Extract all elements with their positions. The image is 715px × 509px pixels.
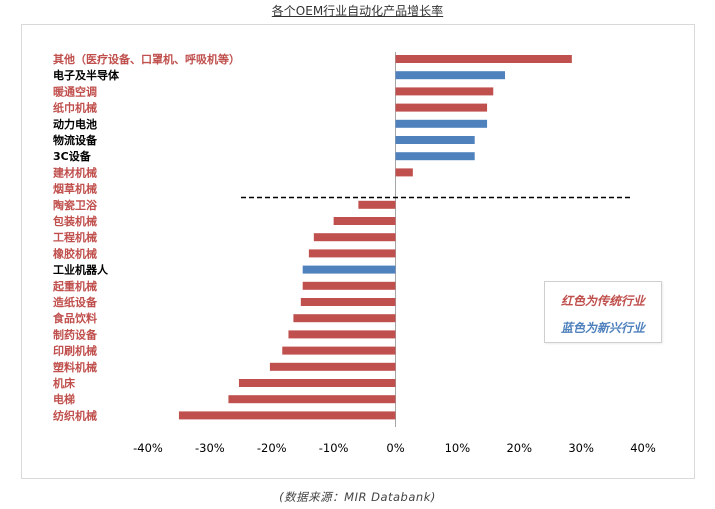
category-label-5: 动力电池 bbox=[53, 117, 97, 131]
category-label-2: 电子及半导体 bbox=[53, 68, 120, 82]
bar-17 bbox=[293, 314, 396, 323]
data-source-note: (数据来源：MIR Databank) bbox=[279, 490, 436, 504]
bar-4 bbox=[395, 103, 488, 112]
category-label-7: 3C设备 bbox=[53, 149, 92, 163]
x-tick-label-3: -20% bbox=[257, 441, 287, 455]
category-label-11: 包装机械 bbox=[52, 214, 97, 228]
bar-18 bbox=[288, 330, 396, 339]
x-tick-label-7: 20% bbox=[506, 441, 532, 455]
bar-10 bbox=[358, 200, 396, 209]
category-label-21: 机床 bbox=[53, 376, 76, 390]
category-label-17: 食品饮料 bbox=[53, 311, 97, 325]
bar-3 bbox=[395, 87, 494, 96]
x-tick-label-6: 10% bbox=[445, 441, 471, 455]
bar-11 bbox=[333, 217, 396, 225]
bar-14 bbox=[302, 265, 396, 274]
legend-box: 红色为传统行业 蓝色为新兴行业 bbox=[544, 281, 662, 343]
bar-21 bbox=[238, 379, 396, 387]
bar-8 bbox=[395, 168, 413, 177]
category-label-6: 物流设备 bbox=[53, 133, 98, 147]
bar-20 bbox=[269, 362, 396, 371]
bar-15 bbox=[302, 281, 396, 290]
x-tick-label-2: -30% bbox=[195, 441, 225, 455]
legend-emerging: 蓝色为新兴行业 bbox=[560, 321, 645, 335]
category-label-8: 建材机械 bbox=[53, 165, 97, 179]
bar-2 bbox=[395, 71, 506, 80]
bar-16 bbox=[300, 298, 396, 306]
x-tick-label-4: -10% bbox=[319, 441, 349, 455]
category-label-3: 暖通空调 bbox=[53, 84, 97, 98]
x-tick-label-1: -40% bbox=[133, 441, 163, 455]
bar-19 bbox=[282, 346, 396, 355]
bar-1 bbox=[395, 55, 572, 63]
category-label-16: 造纸设备 bbox=[53, 295, 98, 309]
category-label-10: 陶瓷卫浴 bbox=[53, 198, 98, 212]
bar-13 bbox=[308, 249, 396, 258]
x-tick-label-5: 0% bbox=[386, 441, 404, 455]
category-label-9: 烟草机械 bbox=[53, 182, 97, 196]
category-label-20: 塑料机械 bbox=[53, 360, 97, 374]
x-tick-label-9: 40% bbox=[630, 441, 656, 455]
legend-traditional: 红色为传统行业 bbox=[560, 294, 645, 308]
category-label-14: 工业机器人 bbox=[53, 263, 109, 277]
category-label-4: 纸巾机械 bbox=[53, 101, 97, 115]
category-label-22: 电梯 bbox=[53, 392, 75, 406]
category-label-18: 制药设备 bbox=[53, 327, 98, 341]
category-label-12: 工程机械 bbox=[53, 230, 97, 244]
category-label-1: 其他（医疗设备、口罩机、呼吸机等） bbox=[53, 52, 240, 66]
bar-6 bbox=[395, 136, 475, 144]
chart-frame bbox=[21, 24, 695, 479]
bar-5 bbox=[395, 119, 488, 128]
bar-12 bbox=[313, 233, 396, 242]
bar-22 bbox=[228, 395, 396, 404]
category-label-23: 纺织机械 bbox=[53, 408, 97, 422]
bar-23 bbox=[178, 411, 396, 420]
bar-7 bbox=[395, 152, 475, 161]
chart-title: 各个OEM行业自动化产品增长率 bbox=[271, 4, 444, 18]
category-label-19: 印刷机械 bbox=[53, 344, 97, 358]
category-label-13: 橡胶机械 bbox=[53, 246, 97, 260]
x-tick-label-8: 30% bbox=[568, 441, 594, 455]
category-label-15: 起重机械 bbox=[52, 279, 97, 293]
